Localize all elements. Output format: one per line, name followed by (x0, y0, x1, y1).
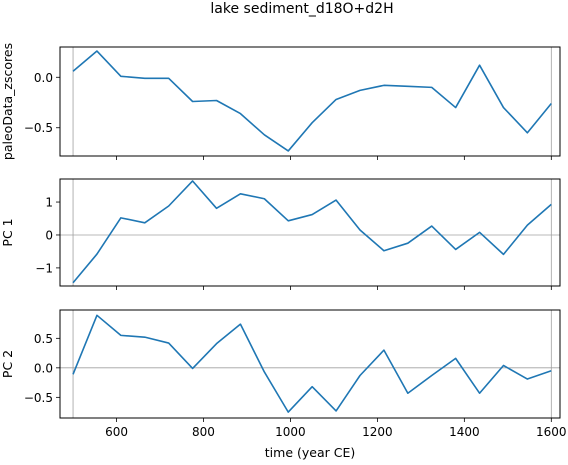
chart-panels: 0.0 −0.5 paleoData_zscores 1 0 −1 PC 1 0.5 0.0 −0… (0, 43, 567, 439)
series-line (72, 50, 552, 152)
x-axis-label: time (year CE) (265, 445, 355, 460)
x-tick-label: 600 (105, 425, 128, 439)
chart-title: lake sediment_d18O+d2H (210, 1, 393, 17)
y-axis-label: PC 1 (0, 218, 15, 246)
x-tick-label: 1600 (536, 425, 567, 439)
x-tick-label: 1000 (275, 425, 306, 439)
y-tick-label: 0.0 (34, 71, 53, 85)
x-tick-label: 1200 (362, 425, 393, 439)
y-tick-label: −1 (35, 261, 53, 275)
y-tick-label: 0 (45, 228, 53, 242)
series-line (72, 314, 552, 413)
y-axis-label: PC 2 (0, 350, 15, 378)
y-tick-label: 1 (45, 196, 53, 210)
panel-3: 0.5 0.0 −0.5 600 800 1000 1200 1400 1600 PC 2 (0, 309, 567, 439)
y-tick-label: 0.5 (34, 332, 53, 346)
panel-2: 1 0 −1 PC 1 (0, 178, 561, 290)
x-tick-label: 800 (192, 425, 215, 439)
panel-frame (59, 46, 561, 157)
y-axis-label: paleoData_zscores (0, 43, 15, 160)
x-tick-label: 1400 (449, 425, 480, 439)
y-tick-label: 0.0 (34, 361, 53, 375)
series-line (72, 180, 552, 284)
panel-1: 0.0 −0.5 paleoData_zscores (0, 43, 561, 160)
panel-frame (59, 178, 561, 287)
y-tick-label: −0.5 (24, 121, 53, 135)
panel-frame (59, 309, 561, 419)
y-tick-label: −0.5 (24, 391, 53, 405)
